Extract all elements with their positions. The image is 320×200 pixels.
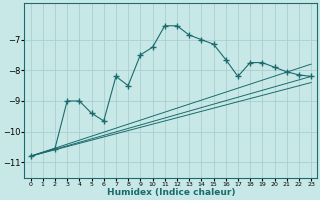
X-axis label: Humidex (Indice chaleur): Humidex (Indice chaleur) [107, 188, 235, 197]
